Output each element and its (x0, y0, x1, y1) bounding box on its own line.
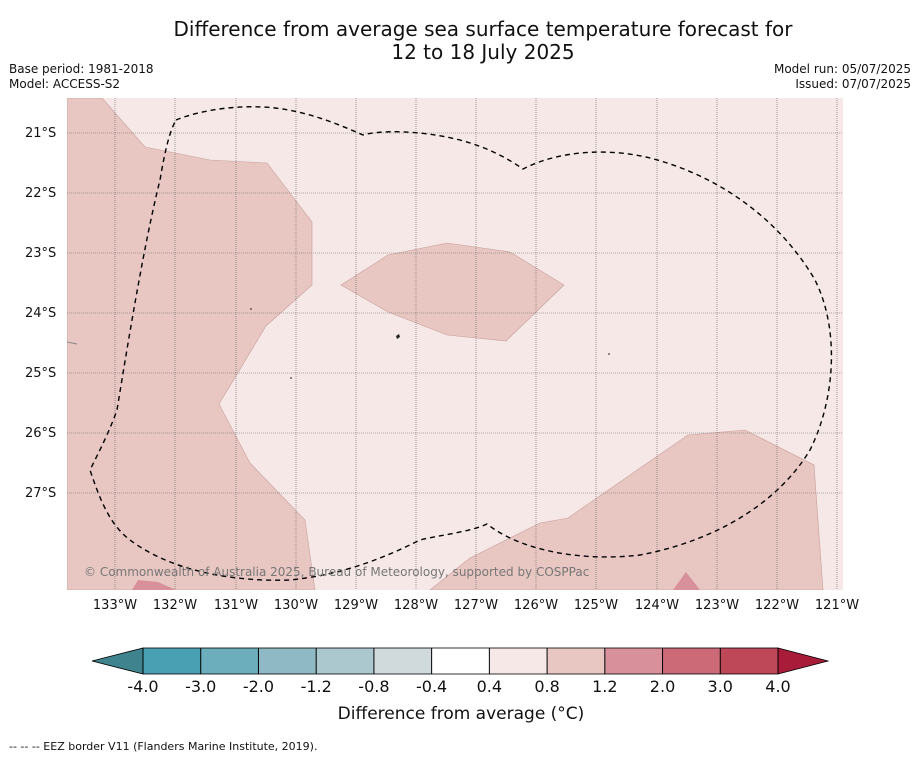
longitude-label: 128°W (393, 598, 439, 613)
latitude-label: 27°S (25, 486, 57, 501)
latitude-label: 21°S (25, 126, 57, 141)
longitude-label: 122°W (754, 598, 800, 613)
colorbar-segment (373, 648, 432, 674)
colorbar-tick-label: -0.8 (358, 677, 390, 696)
island-marker (67, 341, 78, 345)
latitude-gridlines (67, 132, 843, 494)
issued-date: Issued: 07/07/2025 (795, 77, 911, 91)
latitude-label: 22°S (25, 186, 57, 201)
title-line-2: 12 to 18 July 2025 (391, 40, 575, 64)
title-line-1: Difference from average sea surface temp… (173, 17, 793, 41)
longitude-label: 130°W (273, 598, 319, 613)
anomaly-patch-hot-west (132, 580, 176, 590)
anomaly-region-central (340, 242, 565, 342)
anomaly-region-west (67, 98, 316, 590)
latitude-label: 25°S (25, 366, 57, 381)
colorbar-segment (200, 648, 259, 674)
colorbar-segment (431, 648, 490, 674)
colorbar-segment (143, 648, 201, 674)
colorbar-segment (720, 648, 778, 674)
latitude-label: 26°S (25, 426, 57, 441)
model-name: Model: ACCESS-S2 (9, 77, 121, 91)
longitude-label: 127°W (453, 598, 499, 613)
colorbar-title: Difference from average (°C) (337, 704, 585, 724)
colorbar-tick-label: 0.4 (476, 677, 503, 696)
longitude-label: 132°W (152, 598, 198, 613)
longitude-label: 121°W (814, 598, 860, 613)
colorbar-tick-label: 1.2 (592, 677, 618, 696)
longitude-label: 129°W (333, 598, 379, 613)
island-marker (396, 334, 400, 339)
meta-right: Model run: 05/07/2025 Issued: 07/07/2025 (774, 62, 911, 92)
longitude-label: 131°W (213, 598, 259, 613)
colorbar-tick-label: 0.8 (534, 677, 560, 696)
colorbar-tick-label: -2.0 (242, 677, 275, 696)
colorbar-tick-label: 4.0 (765, 677, 791, 696)
colorbar-segment (604, 648, 663, 674)
latitude-label: 23°S (25, 246, 57, 261)
eez-legend-note: -- -- -- EEZ border V11 (Flanders Marine… (9, 740, 318, 753)
eez-border (89, 106, 833, 581)
sst-anomaly-map (67, 98, 843, 590)
colorbar-tick-label: 3.0 (707, 677, 733, 696)
colorbar-extend-low (91, 647, 144, 675)
copyright-notice: © Commonwealth of Australia 2025, Bureau… (84, 565, 590, 579)
longitude-label: 126°W (513, 598, 559, 613)
colorbar-segment (258, 648, 317, 674)
colorbar-segment (662, 648, 721, 674)
colorbar-tick-label: -4.0 (127, 677, 159, 696)
colorbar-extend-high (777, 647, 830, 675)
colorbar-tick-label: 2.0 (649, 677, 676, 696)
colorbar-segment (489, 648, 548, 674)
anomaly-region-southeast (429, 429, 824, 590)
colorbar-tick-label: -1.2 (300, 677, 332, 696)
colorbar-segment (316, 648, 374, 674)
anomaly-patch-hot-east (673, 572, 700, 590)
colorbar-tick-label: -0.4 (416, 677, 448, 696)
longitude-label: 124°W (634, 598, 680, 613)
longitude-label: 123°W (694, 598, 740, 613)
latitude-label: 24°S (25, 306, 57, 321)
longitude-gridlines (114, 98, 838, 590)
colorbar-segment (547, 648, 605, 674)
longitude-label: 133°W (92, 598, 138, 613)
map-title: Difference from average sea surface temp… (0, 18, 919, 64)
colorbar-tick-label: -3.0 (185, 677, 217, 696)
meta-left: Base period: 1981-2018 Model: ACCESS-S2 (9, 62, 154, 92)
base-period: Base period: 1981-2018 (9, 62, 154, 76)
model-run: Model run: 05/07/2025 (773, 62, 911, 76)
longitude-label: 125°W (573, 598, 619, 613)
colorbar (91, 647, 830, 675)
